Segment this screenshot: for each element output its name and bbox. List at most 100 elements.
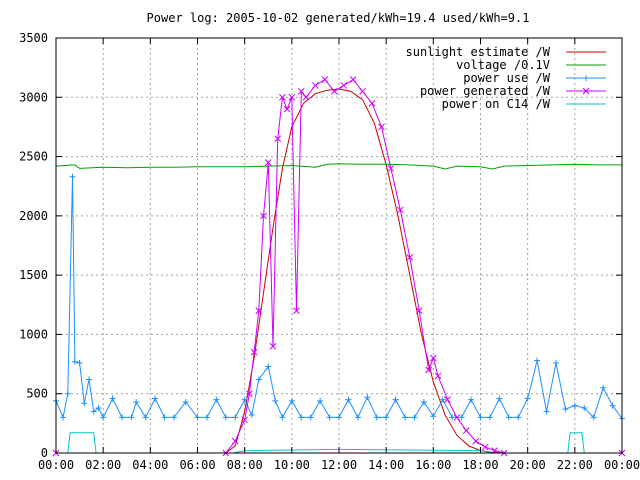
y-tick-label: 3500 — [19, 31, 48, 45]
legend-label: voltage /0.1V — [456, 58, 550, 72]
data-point — [241, 396, 248, 403]
data-point — [411, 414, 418, 421]
y-tick-label: 500 — [26, 387, 48, 401]
data-point — [600, 384, 607, 391]
data-point — [297, 88, 305, 95]
data-point — [486, 414, 493, 421]
legend-label: power on C14 /W — [442, 97, 551, 111]
data-point — [444, 396, 451, 403]
y-tick-label: 2000 — [19, 209, 48, 223]
data-point — [543, 408, 550, 415]
y-tick-label: 1000 — [19, 327, 48, 341]
legend-marker — [582, 87, 590, 95]
data-point — [364, 394, 371, 401]
data-point — [222, 414, 229, 421]
data-point — [81, 400, 88, 407]
data-point — [246, 390, 253, 398]
data-point — [203, 414, 210, 421]
x-tick-label: 16:00 — [415, 458, 451, 472]
data-point — [260, 212, 267, 220]
legend-label: power use /W — [463, 71, 550, 85]
x-tick-label: 00:00 — [604, 458, 640, 472]
data-point — [505, 414, 512, 421]
data-point — [326, 414, 333, 421]
data-point — [298, 414, 305, 421]
data-point — [430, 413, 437, 420]
data-point — [119, 414, 126, 421]
data-point — [468, 396, 475, 403]
data-point — [317, 397, 324, 404]
data-point — [415, 307, 423, 315]
data-point — [392, 396, 399, 403]
data-point — [359, 88, 366, 95]
data-point — [231, 437, 239, 445]
data-point — [95, 404, 102, 411]
data-point — [279, 414, 286, 421]
data-point — [232, 414, 239, 421]
x-tick-label: 00:00 — [38, 458, 74, 472]
data-point — [477, 414, 484, 421]
data-point — [272, 397, 279, 404]
data-point — [152, 395, 159, 402]
data-point — [133, 399, 140, 406]
x-tick-label: 06:00 — [179, 458, 215, 472]
data-point — [524, 395, 531, 402]
x-tick-label: 08:00 — [227, 458, 263, 472]
data-point — [283, 105, 291, 113]
series-line — [55, 163, 622, 170]
data-point — [406, 254, 414, 261]
data-point — [269, 342, 277, 350]
data-point — [60, 414, 67, 421]
x-tick-label: 20:00 — [510, 458, 546, 472]
data-point — [354, 414, 361, 421]
chart-title: Power log: 2005-10-02 generated/kWh=19.4… — [147, 11, 530, 25]
series-1 — [55, 163, 622, 170]
data-point — [378, 123, 385, 131]
data-point — [336, 414, 342, 421]
data-point — [515, 414, 522, 421]
data-point — [288, 93, 296, 101]
data-point — [64, 390, 71, 397]
x-tick-label: 18:00 — [462, 458, 498, 472]
y-tick-label: 1500 — [19, 268, 48, 282]
data-point — [109, 395, 116, 402]
y-tick-label: 3000 — [19, 90, 48, 104]
x-tick-label: 10:00 — [274, 458, 310, 472]
data-point — [288, 397, 295, 404]
data-point — [449, 414, 456, 421]
data-point — [345, 396, 352, 403]
x-tick-label: 14:00 — [368, 458, 404, 472]
data-point — [142, 414, 149, 421]
series-line — [56, 78, 622, 454]
data-point — [552, 359, 559, 366]
data-point — [248, 412, 255, 419]
data-point — [182, 399, 189, 406]
data-point — [71, 358, 78, 365]
data-point — [571, 402, 578, 409]
y-tick-label: 2500 — [19, 150, 48, 164]
legend-marker — [583, 75, 589, 81]
data-point — [279, 93, 286, 101]
data-point — [396, 206, 404, 214]
data-point — [420, 399, 427, 406]
data-point — [312, 82, 319, 89]
series-2 — [53, 173, 625, 422]
data-point — [302, 93, 310, 101]
series-0 — [56, 88, 622, 454]
x-tick-label: 02:00 — [85, 458, 121, 472]
data-point — [349, 76, 357, 83]
data-point — [86, 376, 93, 383]
data-point — [90, 408, 97, 415]
data-point — [373, 414, 380, 421]
data-point — [472, 437, 480, 445]
data-point — [170, 414, 177, 421]
x-tick-label: 12:00 — [321, 458, 357, 472]
data-point — [453, 414, 461, 421]
series-3 — [52, 76, 626, 457]
data-point — [534, 357, 541, 364]
data-point — [255, 376, 262, 383]
data-point — [100, 414, 107, 421]
